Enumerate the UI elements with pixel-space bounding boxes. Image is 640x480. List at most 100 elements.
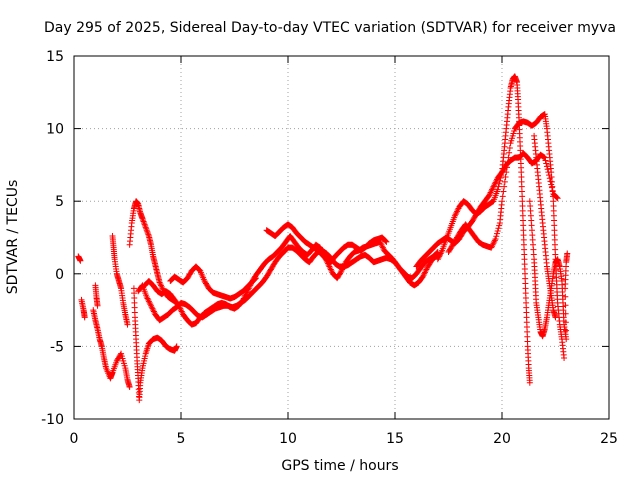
data-point bbox=[178, 308, 185, 315]
x-tick-label: 20 bbox=[493, 431, 511, 447]
data-point bbox=[150, 308, 157, 315]
data-point bbox=[564, 250, 571, 257]
data-point bbox=[144, 228, 151, 235]
data-point bbox=[143, 294, 150, 301]
data-point bbox=[326, 263, 333, 270]
data-point bbox=[141, 219, 148, 226]
x-tick-label: 5 bbox=[177, 431, 186, 447]
y-tick-label: 5 bbox=[55, 194, 64, 210]
data-point bbox=[124, 321, 131, 328]
data-point bbox=[328, 267, 335, 274]
data-point bbox=[487, 189, 494, 196]
data-point bbox=[493, 177, 500, 184]
data-point bbox=[94, 302, 101, 309]
data-point bbox=[502, 174, 509, 180]
y-tick-labels: -10 -5 0 5 10 15 bbox=[41, 49, 64, 428]
data-point bbox=[81, 314, 88, 321]
data-point bbox=[563, 336, 570, 343]
data-point bbox=[501, 178, 508, 185]
y-tick-label: -10 bbox=[41, 412, 64, 428]
data-point bbox=[489, 241, 496, 248]
data-point bbox=[490, 240, 497, 247]
data-point bbox=[421, 270, 428, 277]
x-axis-label: GPS time / hours bbox=[281, 458, 398, 474]
data-point bbox=[435, 254, 442, 261]
data-point bbox=[561, 355, 568, 362]
y-tick-label: 15 bbox=[46, 49, 64, 65]
data-point bbox=[77, 257, 84, 264]
data-point bbox=[501, 183, 508, 190]
data-point bbox=[140, 217, 147, 224]
data-point bbox=[486, 190, 493, 197]
data-point bbox=[489, 185, 496, 192]
data-point bbox=[177, 305, 184, 312]
data-point bbox=[421, 269, 428, 276]
x-tick-label: 0 bbox=[70, 431, 79, 447]
data-point bbox=[488, 244, 495, 251]
data-point bbox=[452, 211, 459, 218]
data-point bbox=[240, 295, 247, 302]
data-point bbox=[494, 227, 501, 234]
data-point bbox=[145, 296, 152, 303]
data-point bbox=[437, 250, 444, 257]
x-tick-labels: 0 5 10 15 20 25 bbox=[70, 431, 618, 447]
axis-ticks bbox=[73, 55, 610, 420]
data-point bbox=[543, 160, 550, 167]
data-point bbox=[142, 222, 149, 229]
data-point bbox=[496, 222, 503, 229]
data-point bbox=[491, 238, 498, 245]
data-point bbox=[451, 212, 458, 219]
data-point bbox=[495, 225, 502, 232]
data-point bbox=[506, 149, 513, 156]
data-point bbox=[145, 298, 152, 305]
data-point bbox=[142, 224, 149, 231]
plot-frame bbox=[73, 55, 610, 420]
data-point bbox=[552, 314, 559, 321]
data-point bbox=[562, 319, 569, 326]
y-axis-label: SDTVAR / TECUs bbox=[5, 180, 21, 295]
data-point bbox=[382, 238, 389, 245]
data-point bbox=[503, 164, 510, 171]
data-point bbox=[526, 379, 533, 386]
data-point bbox=[252, 275, 259, 282]
data-point bbox=[491, 180, 498, 187]
data-point bbox=[493, 233, 500, 240]
data-point bbox=[241, 294, 248, 301]
data-points bbox=[75, 73, 571, 404]
data-point bbox=[178, 307, 184, 314]
data-point bbox=[242, 291, 249, 298]
x-tick-label: 15 bbox=[386, 431, 404, 447]
x-tick-label: 25 bbox=[600, 431, 618, 447]
data-point bbox=[146, 299, 153, 306]
data-point bbox=[144, 230, 151, 237]
data-point bbox=[562, 302, 569, 309]
data-point bbox=[158, 283, 165, 290]
data-point bbox=[140, 218, 147, 225]
data-point bbox=[491, 237, 498, 244]
data-point bbox=[492, 179, 499, 186]
data-point bbox=[420, 272, 427, 279]
x-tick-label: 10 bbox=[279, 431, 297, 447]
data-point bbox=[377, 240, 384, 247]
data-point bbox=[339, 264, 346, 271]
data-point bbox=[144, 295, 151, 302]
data-point bbox=[499, 198, 505, 205]
data-point bbox=[156, 279, 163, 286]
data-point bbox=[157, 280, 164, 287]
data-point bbox=[150, 307, 157, 314]
data-point bbox=[489, 243, 496, 250]
data-point bbox=[148, 302, 155, 309]
data-point bbox=[436, 253, 443, 260]
data-point bbox=[158, 282, 165, 289]
data-point bbox=[506, 144, 513, 151]
data-point bbox=[379, 244, 386, 251]
data-point bbox=[382, 237, 389, 244]
data-point bbox=[379, 243, 386, 250]
y-tick-label: 10 bbox=[46, 122, 64, 138]
data-point bbox=[492, 235, 499, 242]
data-point bbox=[544, 166, 551, 173]
data-point bbox=[505, 154, 512, 161]
data-point bbox=[486, 192, 493, 199]
data-point bbox=[378, 241, 385, 248]
